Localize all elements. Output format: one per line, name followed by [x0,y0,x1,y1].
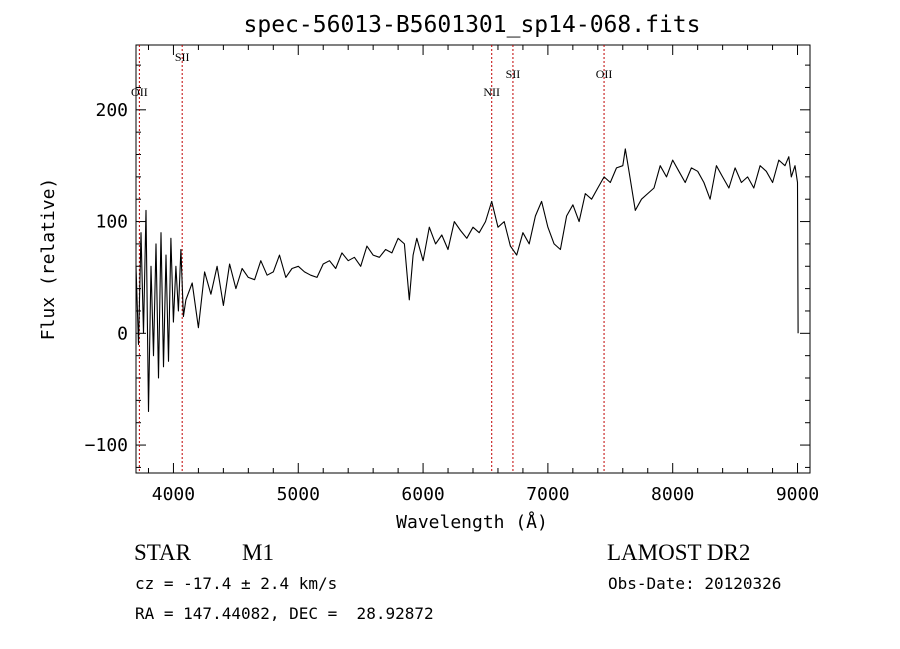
spectrum-series [135,148,799,413]
y-axis-label: Flux (relative) [38,178,59,341]
object-subclass: M1 [242,540,274,565]
y-tick-label: 0 [117,323,128,344]
chart-title: spec-56013-B5601301_sp14-068.fits [244,12,701,38]
y-tick-label: −100 [85,435,128,456]
x-tick-label: 9000 [776,484,819,505]
marker-label: OII [596,67,613,81]
x-tick-label: 6000 [401,484,444,505]
spectrum-line [135,148,799,413]
y-tick-label: 200 [95,100,128,121]
plot-frame [135,44,811,474]
obs-date: Obs-Date: 20120326 [608,574,782,593]
marker-label: SII [175,50,190,64]
axis-ticks: 4000 5000 6000 7000 8000 9000 −100 0 100 200 [85,45,819,505]
marker-label: OII [131,85,148,99]
marker-label: NII [483,85,500,99]
x-tick-label: 7000 [526,484,569,505]
redshift-text: cz = -17.4 ± 2.4 km/s [135,574,338,593]
coordinates-text: RA = 147.44082, DEC = 28.92872 [135,604,434,623]
survey-name: LAMOST DR2 [607,540,751,565]
x-tick-label: 4000 [152,484,195,505]
marker-label: SII [506,67,521,81]
x-tick-label: 5000 [277,484,320,505]
x-tick-label: 8000 [651,484,694,505]
object-class: STAR [134,540,191,565]
line-markers: OII SII NII SII OII [131,45,612,473]
x-axis-label: Wavelength (Å) [396,511,548,533]
y-tick-label: 100 [95,212,128,233]
